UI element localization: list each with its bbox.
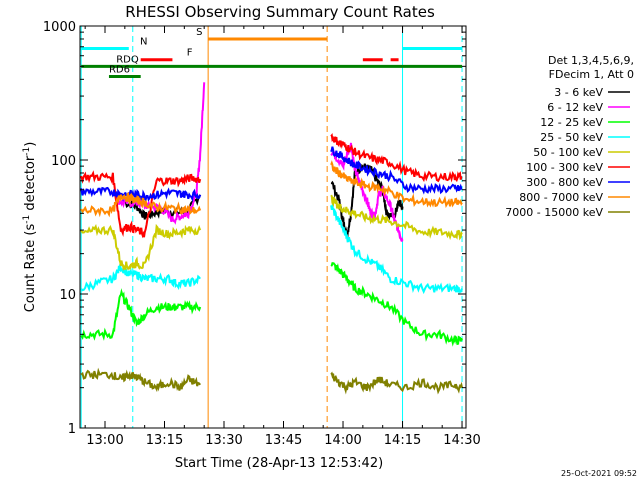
series-800-7000-kev-seg0 [80,192,202,218]
series-25-50-kev-seg0 [80,264,201,293]
series-800-7000-kev-seg1 [330,160,463,208]
y-tick-label-1000: 1000 [43,20,76,35]
series-100-300-kev-seg0 [80,170,202,239]
legend-label-7000-15000-kev: 7000 - 15000 keV [505,206,603,219]
legend-label-300-800-kev: 300 - 800 keV [526,176,603,189]
x-tick-label-13-00: 13:00 [86,433,123,448]
flag-n-label: N [140,36,147,47]
y-axis-label: Count Rate (s-1 detector-1) [22,142,38,313]
series-7000-15000-kev-seg1 [330,371,463,395]
y-tick-label-1: 1 [68,422,76,437]
flag-s-label: S [196,27,202,38]
x-tick-label-14-30: 14:30 [443,433,480,448]
series-12-25-kev-seg0 [80,288,202,341]
legend-label-25-50-kev: 25 - 50 keV [540,131,603,144]
series-300-800-kev-seg0 [80,186,202,203]
series-50-100-kev-seg0 [80,223,202,272]
series-100-300-kev-seg1 [330,133,463,183]
x-axis-label: Start Time (28-Apr-13 12:53:42) [175,456,383,471]
x-tick-label-13-30: 13:30 [205,433,242,448]
x-tick-label-13-15: 13:15 [146,433,183,448]
legend-label-12-25-kev: 12 - 25 keV [540,116,603,129]
y-tick-label-10: 10 [59,288,76,303]
y-tick-label-100: 100 [51,154,76,169]
timestamp: 25-Oct-2021 09:52 [561,469,637,478]
legend-label-50-100-kev: 50 - 100 keV [533,146,603,159]
legend-label-6-12-kev: 6 - 12 keV [547,101,603,114]
legend: Det 1,3,4,5,6,9,FDecim 1, Att 0 3 - 6 keV… [505,54,634,219]
flag-rd6-label: RD6 [109,64,130,75]
series-50-100-kev-seg1 [330,194,463,241]
series-12-25-kev-seg1 [330,262,463,347]
legend-label-800-7000-kev: 800 - 7000 keV [519,191,603,204]
series-25-50-kev-seg1 [330,202,463,295]
flag-rdq-label: RDQ [116,54,139,65]
series-7000-15000-kev-seg0 [80,367,201,393]
x-tick-label-14-15: 14:15 [384,433,421,448]
legend-header-0: Det 1,3,4,5,6,9, [548,54,634,67]
plot-frame [79,25,467,429]
legend-header-1: FDecim 1, Att 0 [549,68,634,81]
series-300-800-kev-seg1 [330,146,463,195]
legend-label-100-300-kev: 100 - 300 keV [526,161,603,174]
x-tick-label-14-00: 14:00 [324,433,361,448]
x-tick-label-13-45: 13:45 [265,433,302,448]
flag-f-label: F [187,48,193,59]
chart-title: RHESSI Observing Summary Count Rates [125,3,435,21]
legend-label-3-6-kev: 3 - 6 keV [554,86,603,99]
